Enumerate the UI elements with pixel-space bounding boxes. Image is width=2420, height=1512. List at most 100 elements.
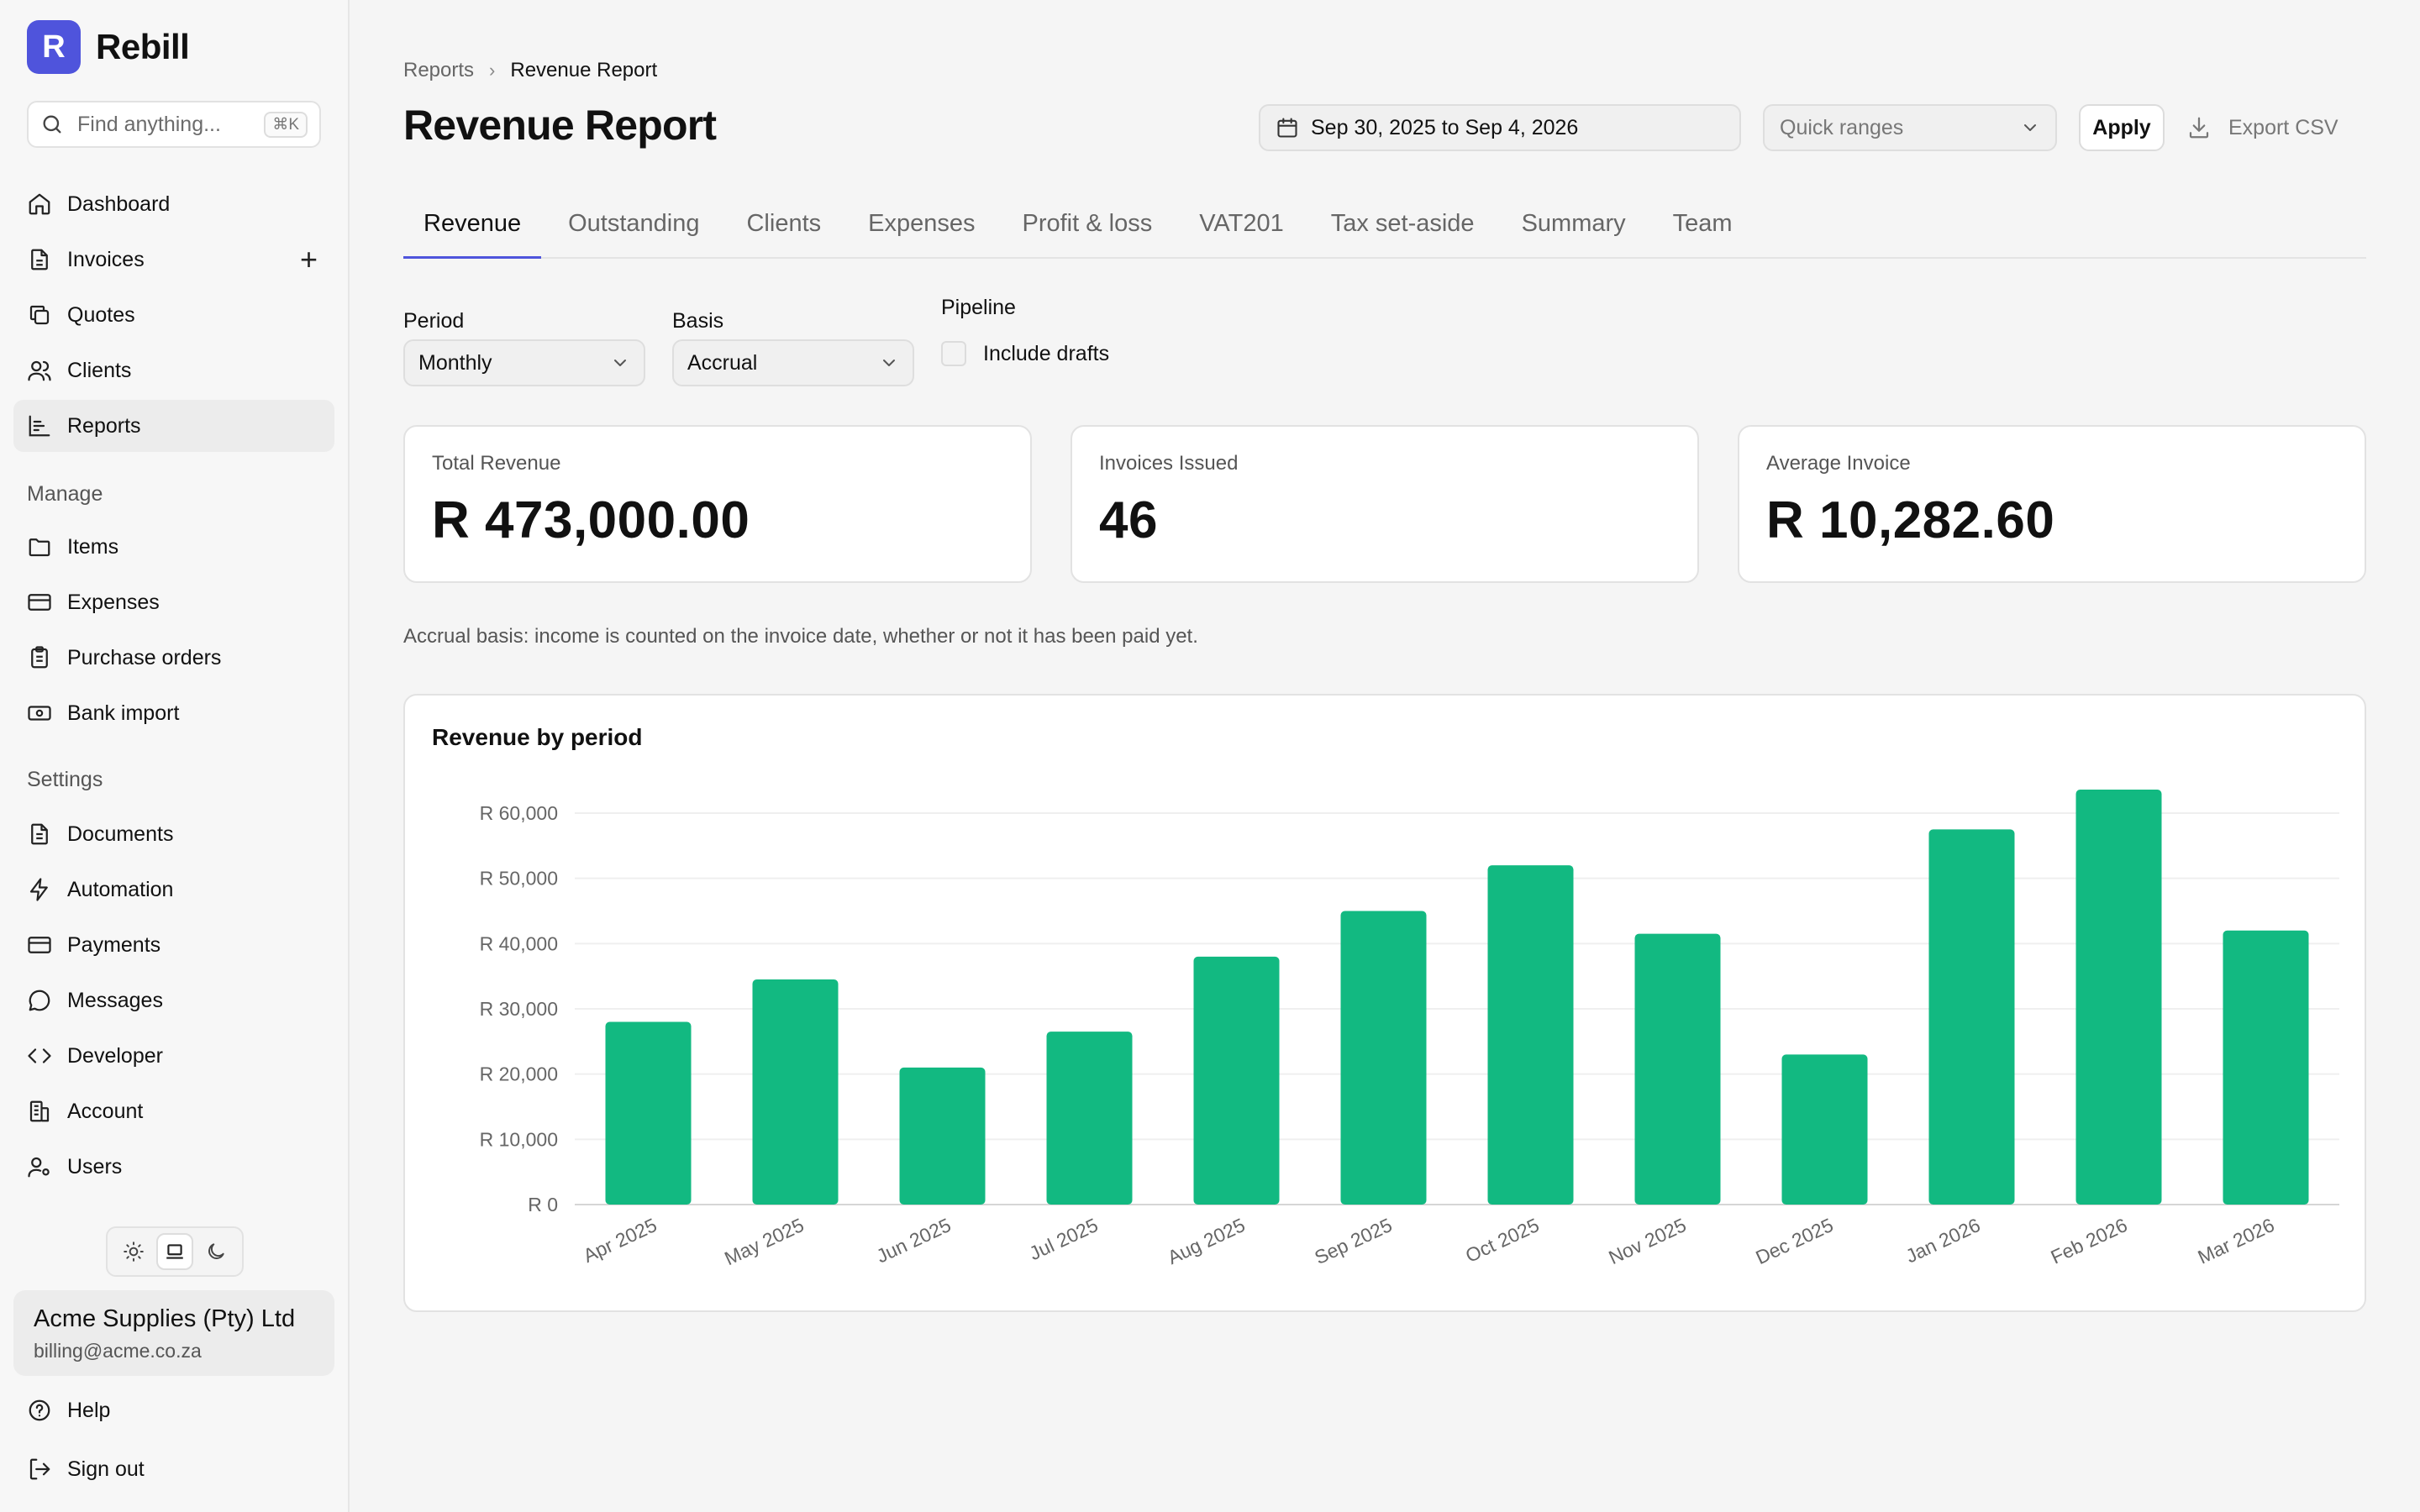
sidebar-item-automation[interactable]: Automation — [13, 864, 334, 916]
tab-profit-loss[interactable]: Profit & loss — [1022, 210, 1153, 237]
bar[interactable] — [2075, 790, 2162, 1205]
basis-note: Accrual basis: income is counted on the … — [403, 625, 1198, 648]
sidebar-item-label: Account — [67, 1099, 144, 1123]
sidebar-item-clients[interactable]: Clients — [13, 344, 334, 396]
apply-button[interactable]: Apply — [2079, 104, 2165, 151]
breadcrumb-parent[interactable]: Reports — [403, 59, 475, 81]
bar[interactable] — [605, 1021, 692, 1205]
sidebar-item-payments[interactable]: Payments — [13, 919, 334, 971]
quick-ranges-placeholder: Quick ranges — [1780, 115, 1904, 139]
account-switcher[interactable]: Acme Supplies (Pty) Ltd billing@acme.co.… — [13, 1290, 334, 1376]
tab-team[interactable]: Team — [1672, 210, 1733, 237]
sidebar-item-label: Clients — [67, 358, 132, 382]
sidebar-item-invoices[interactable]: Invoices + — [13, 234, 334, 286]
sidebar-item-bank-import[interactable]: Bank import — [13, 687, 334, 739]
banknote-icon — [28, 706, 51, 721]
main-content: Reports › Revenue Report Revenue Report … — [350, 0, 2420, 1512]
basis-select[interactable]: Accrual — [672, 339, 914, 386]
sidebar-item-items[interactable]: Items — [13, 521, 334, 573]
stat-value: R 473,000.00 — [432, 491, 750, 549]
help-icon — [29, 1399, 50, 1421]
bar[interactable] — [2223, 930, 2309, 1205]
sidebar: R Rebill Find anything... ⌘K Dashboard I… — [0, 0, 350, 1512]
bar[interactable] — [1634, 933, 1721, 1205]
footer-nav: Help Sign out — [13, 1384, 334, 1499]
sidebar-item-users[interactable]: Users — [13, 1141, 334, 1193]
card-icon — [28, 937, 51, 953]
download-icon — [2189, 117, 2209, 139]
pipeline-label: Pipeline — [941, 296, 1016, 319]
period-label: Period — [403, 309, 465, 333]
sidebar-item-sign-out[interactable]: Sign out — [13, 1443, 334, 1495]
bar[interactable] — [1487, 865, 1574, 1205]
add-invoice-button[interactable]: + — [299, 242, 318, 276]
bar[interactable] — [1046, 1032, 1133, 1205]
calendar-icon — [1277, 118, 1297, 138]
tab-outstanding[interactable]: Outstanding — [568, 210, 700, 237]
search-input[interactable]: Find anything... ⌘K — [27, 101, 321, 148]
date-range-picker[interactable]: Sep 30, 2025 to Sep 4, 2026 — [1259, 104, 1741, 151]
bar[interactable] — [1193, 956, 1280, 1205]
tab-clients[interactable]: Clients — [746, 210, 822, 237]
sidebar-item-account[interactable]: Account — [13, 1085, 334, 1137]
tab-tax-set-aside[interactable]: Tax set-aside — [1330, 210, 1475, 237]
x-tick-label: Feb 2026 — [2048, 1214, 2131, 1268]
bar[interactable] — [752, 979, 839, 1205]
bar[interactable] — [1928, 829, 2015, 1205]
sidebar-item-expenses[interactable]: Expenses — [13, 576, 334, 628]
account-name: Acme Supplies (Pty) Ltd — [34, 1305, 296, 1332]
stat-label: Total Revenue — [432, 452, 561, 475]
tab-vat201[interactable]: VAT201 — [1199, 210, 1284, 237]
sidebar-item-developer[interactable]: Developer — [13, 1030, 334, 1082]
building-icon — [29, 1100, 50, 1122]
sidebar-item-documents[interactable]: Documents — [13, 808, 334, 860]
sidebar-item-messages[interactable]: Messages — [13, 974, 334, 1026]
users-icon — [28, 360, 51, 381]
sidebar-item-label: Reports — [67, 413, 141, 438]
x-tick-label: Oct 2025 — [1462, 1214, 1543, 1267]
bar[interactable] — [1781, 1054, 1868, 1205]
account-email: billing@acme.co.za — [34, 1340, 202, 1362]
stat-value: R 10,282.60 — [1766, 491, 2055, 549]
include-drafts-checkbox[interactable] — [941, 341, 966, 366]
document-icon — [31, 823, 48, 845]
tab-summary[interactable]: Summary — [1521, 210, 1626, 237]
y-tick-label: R 30,000 — [480, 998, 558, 1020]
revenue-chart-card: R 0 R 10,000 R 20,000 R 30,000 R 40,000 R 50,… — [403, 694, 2366, 1312]
sidebar-item-purchase-orders[interactable]: Purchase orders — [13, 632, 334, 684]
sidebar-item-reports[interactable]: Reports — [13, 400, 334, 452]
basis-label: Basis — [672, 309, 724, 333]
sidebar-item-label: Documents — [67, 822, 174, 846]
x-tick-label: Jul 2025 — [1026, 1214, 1102, 1264]
theme-system-button[interactable] — [155, 1233, 193, 1270]
include-drafts-option[interactable]: Include drafts — [941, 341, 1109, 366]
export-csv-button[interactable]: Export CSV — [2186, 104, 2338, 151]
theme-light-button[interactable] — [115, 1233, 152, 1270]
y-tick-label: R 0 — [528, 1194, 558, 1215]
breadcrumb-current: Revenue Report — [510, 59, 658, 81]
tab-revenue[interactable]: Revenue — [403, 202, 542, 259]
quick-ranges-select[interactable]: Quick ranges — [1763, 104, 2057, 151]
stat-label: Average Invoice — [1766, 452, 1911, 475]
tab-expenses[interactable]: Expenses — [868, 210, 976, 237]
clipboard-icon — [31, 646, 48, 669]
sidebar-item-label: Items — [67, 534, 119, 559]
x-tick-label: May 2025 — [721, 1214, 808, 1269]
brand[interactable]: R Rebill — [27, 20, 190, 74]
x-tick-label: Mar 2026 — [2195, 1214, 2278, 1268]
report-tabs: Revenue Outstanding Clients Expenses Pro… — [403, 202, 2366, 259]
x-tick-label: Aug 2025 — [1164, 1214, 1248, 1268]
period-select[interactable]: Monthly — [403, 339, 645, 386]
zap-icon — [29, 878, 48, 901]
sidebar-item-help[interactable]: Help — [13, 1384, 334, 1436]
sidebar-item-quotes[interactable]: Quotes — [13, 289, 334, 341]
x-tick-label: Apr 2025 — [580, 1214, 660, 1267]
user-cog-icon — [28, 1157, 50, 1178]
sidebar-item-label: Sign out — [67, 1457, 145, 1481]
bar[interactable] — [899, 1067, 986, 1205]
chevron-right-icon: › — [489, 60, 496, 81]
sidebar-item-dashboard[interactable]: Dashboard — [13, 178, 334, 230]
bar[interactable] — [1340, 911, 1427, 1205]
theme-dark-button[interactable] — [197, 1233, 234, 1270]
